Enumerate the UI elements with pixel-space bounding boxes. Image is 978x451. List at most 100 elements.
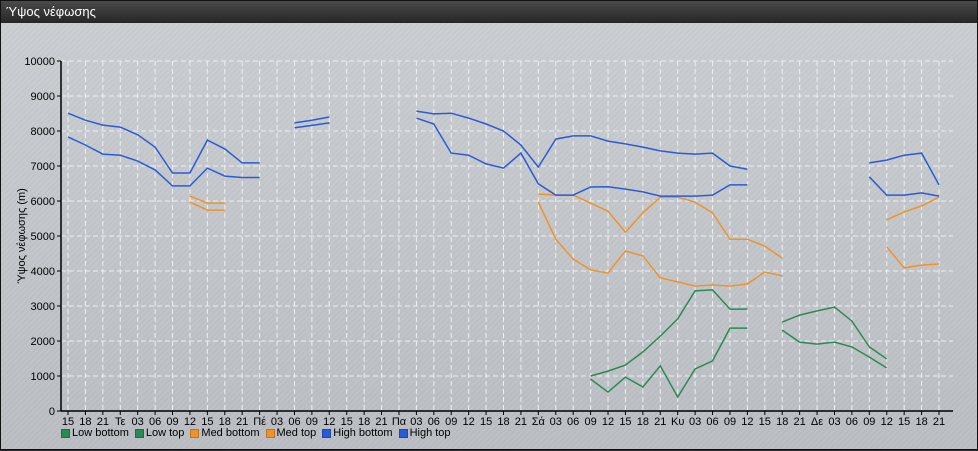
x-tick-label: 18 <box>219 416 231 428</box>
series-line-high-top <box>67 112 260 174</box>
x-tick-label: 15 <box>201 416 213 428</box>
series-line-med-top <box>886 196 940 221</box>
x-tick-label: 18 <box>358 416 370 428</box>
series-line-med-bottom <box>189 201 225 211</box>
x-tick-label: 21 <box>933 416 945 428</box>
x-tick-label: 21 <box>794 416 806 428</box>
x-tick-label: 21 <box>375 416 387 428</box>
x-tick-label: 03 <box>689 416 701 428</box>
legend-item: High bottom <box>322 427 393 439</box>
x-tick-label: 06 <box>846 416 858 428</box>
x-tick-label: 06 <box>567 416 579 428</box>
legend-swatch <box>134 428 144 438</box>
x-tick-label: 06 <box>149 416 161 428</box>
series-line-low-top <box>590 289 748 377</box>
x-tick-label: 09 <box>584 416 596 428</box>
x-tick-label: 03 <box>271 416 283 428</box>
x-tick-label: 15 <box>341 416 353 428</box>
x-tick-label: 12 <box>184 416 196 428</box>
series-line-med-bottom <box>537 201 783 287</box>
legend-item: Med bottom <box>190 427 260 439</box>
x-tick-label: 09 <box>863 416 875 428</box>
x-tick-label: 18 <box>79 416 91 428</box>
series-line-high-top <box>416 110 748 170</box>
x-tick-label: 03 <box>132 416 144 428</box>
legend-item: High top <box>398 427 451 439</box>
series-line-high-bottom <box>67 136 260 187</box>
x-tick-label: Σά <box>532 416 546 428</box>
y-tick-label: 5000 <box>31 231 55 243</box>
series-line-high-bottom <box>294 122 330 129</box>
legend-label: High top <box>409 427 451 439</box>
x-tick-label: 12 <box>881 416 893 428</box>
y-tick-label: 6000 <box>31 196 55 208</box>
y-tick-label: 9000 <box>31 91 55 103</box>
x-tick-label: Τε <box>115 416 126 428</box>
x-tick-label: 03 <box>550 416 562 428</box>
x-tick-label: 12 <box>463 416 475 428</box>
x-tick-label: 12 <box>323 416 335 428</box>
x-tick-label: Δε <box>811 416 823 428</box>
x-tick-label: 12 <box>602 416 614 428</box>
legend-swatch <box>398 428 408 438</box>
series-line-low-top <box>781 306 888 360</box>
x-tick-label: 03 <box>410 416 422 428</box>
x-tick-label: 18 <box>497 416 509 428</box>
series-line-low-bottom <box>590 327 748 399</box>
series-line-low-bottom <box>781 329 888 369</box>
x-tick-label: 03 <box>828 416 840 428</box>
y-axis-label: Ύψος νέφωσης (m) <box>16 188 28 284</box>
x-tick-label: Πέ <box>253 416 266 428</box>
x-tick-label: 21 <box>97 416 109 428</box>
legend-label: Med bottom <box>201 427 260 439</box>
series-line-high-top <box>294 116 330 124</box>
window-title: Ύψος νέφωσης <box>1 1 977 23</box>
series-line-med-top <box>189 195 225 204</box>
legend-swatch <box>322 428 332 438</box>
x-tick-label: 09 <box>166 416 178 428</box>
legend-label: High bottom <box>333 427 393 439</box>
x-tick-label: 06 <box>706 416 718 428</box>
legend-swatch <box>61 428 70 438</box>
y-tick-label: 10000 <box>24 56 55 68</box>
x-tick-label: 09 <box>306 416 318 428</box>
x-tick-label: 06 <box>428 416 440 428</box>
x-tick-label: 15 <box>759 416 771 428</box>
x-tick-label: 21 <box>515 416 527 428</box>
x-tick-label: 09 <box>445 416 457 428</box>
y-tick-label: 8000 <box>31 126 55 138</box>
x-tick-label: 18 <box>776 416 788 428</box>
x-tick-label: 21 <box>236 416 248 428</box>
legend-swatch <box>190 428 200 438</box>
y-tick-label: 0 <box>49 406 55 418</box>
legend-label: Med top <box>276 427 317 439</box>
x-tick-label: 18 <box>915 416 927 428</box>
x-tick-label: 18 <box>637 416 649 428</box>
y-tick-label: 3000 <box>31 301 55 313</box>
legend-label: Low top <box>145 427 185 439</box>
x-tick-label: 15 <box>619 416 631 428</box>
series-line-med-bottom <box>886 246 940 269</box>
x-tick-label: 15 <box>62 416 74 428</box>
x-tick-label: 06 <box>288 416 300 428</box>
legend-label: Low bottom <box>72 427 129 439</box>
legend-item: Med top <box>265 427 317 439</box>
x-tick-label: 15 <box>898 416 910 428</box>
x-tick-label: 12 <box>741 416 753 428</box>
x-tick-label: 15 <box>480 416 492 428</box>
x-tick-label: Κυ <box>671 416 684 428</box>
series-line-high-bottom <box>868 176 940 197</box>
x-tick-label: Πα <box>392 416 407 428</box>
y-tick-label: 1000 <box>31 371 55 383</box>
y-tick-label: 2000 <box>31 336 55 348</box>
legend-item: Low top <box>134 427 185 439</box>
legend: Low bottom Low top Med bottom Med top High b… <box>61 427 451 439</box>
series-line-high-top <box>869 152 940 186</box>
legend-item: Low bottom <box>61 427 129 439</box>
x-tick-label: 21 <box>654 416 666 428</box>
series-line-med-top <box>538 193 783 259</box>
legend-swatch <box>265 428 275 438</box>
y-tick-label: 7000 <box>31 161 55 173</box>
